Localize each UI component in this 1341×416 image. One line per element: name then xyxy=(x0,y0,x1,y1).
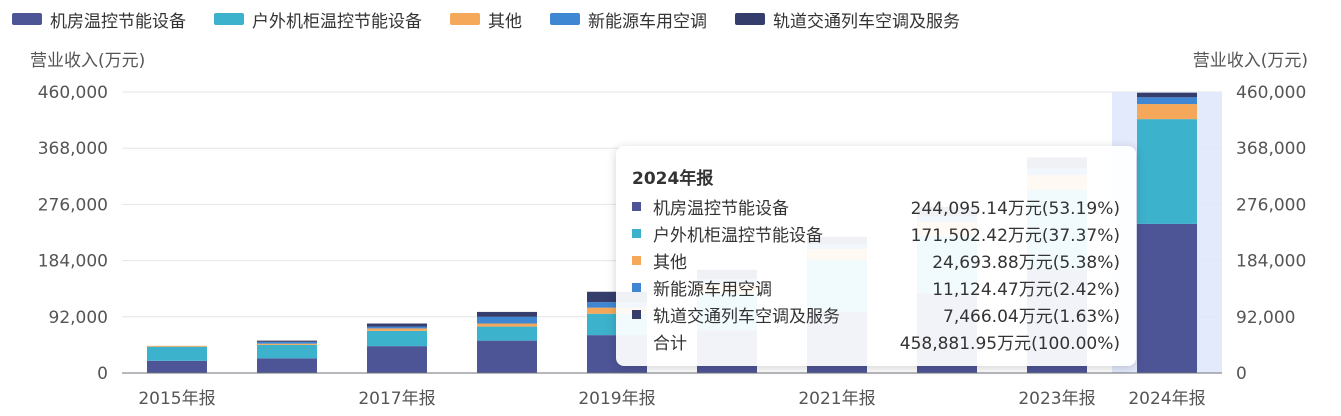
y-axis-title-right: 营业收入(万元) xyxy=(1193,51,1308,71)
bar-9-1[interactable] xyxy=(1137,119,1197,224)
legend-swatch xyxy=(735,13,765,25)
tooltip-total-label: 合计 xyxy=(653,334,687,354)
y-tick-label-left: 184,000 xyxy=(38,252,108,272)
bar-0-1[interactable] xyxy=(147,346,207,361)
bar-2-0[interactable] xyxy=(367,346,427,373)
bar-9-0[interactable] xyxy=(1137,223,1197,373)
tooltip-series-value: 171,502.42万元(37.37%) xyxy=(910,226,1120,246)
tooltip-total-row: 合计 458,881.95万元(100.00%) xyxy=(632,328,1120,355)
legend-label: 轨道交通列车空调及服务 xyxy=(773,11,960,32)
legend-item-3[interactable]: 新能源车用空调 xyxy=(550,7,707,32)
tooltip-title: 2024年报 xyxy=(632,169,714,189)
y-axis-title-left: 营业收入(万元) xyxy=(30,51,145,71)
bar-2-4[interactable] xyxy=(367,323,427,327)
bar-1-3[interactable] xyxy=(257,341,317,344)
bar-2-1[interactable] xyxy=(367,330,427,347)
y-tick-label-left: 368,000 xyxy=(38,139,108,159)
bar-1-0[interactable] xyxy=(257,358,317,373)
tooltip-series-name: 新能源车用空调 xyxy=(653,280,772,300)
x-tick-label: 2017年报 xyxy=(358,389,435,409)
tooltip-series-name: 其他 xyxy=(653,253,687,273)
legend-swatch xyxy=(12,13,42,25)
bar-3-1[interactable] xyxy=(477,326,537,341)
bar-1-1[interactable] xyxy=(257,344,317,359)
tooltip-series-name: 机房温控节能设备 xyxy=(653,199,789,219)
bar-3-3[interactable] xyxy=(477,316,537,324)
bar-9-3[interactable] xyxy=(1137,97,1197,105)
y-tick-label-left: 460,000 xyxy=(38,83,108,103)
legend-label: 新能源车用空调 xyxy=(588,11,707,32)
x-tick-label: 2024年报 xyxy=(1128,389,1205,409)
bar-3-0[interactable] xyxy=(477,340,537,373)
tooltip-rows: 机房温控节能设备 244,095.14万元(53.19%) 户外机柜温控节能设备 17… xyxy=(632,193,1120,328)
x-tick-label: 2015年报 xyxy=(138,389,215,409)
tooltip-swatch xyxy=(632,283,641,292)
y-tick-label-left: 92,000 xyxy=(49,308,108,328)
y-tick-label-right: 276,000 xyxy=(1236,195,1306,215)
y-tick-label-right: 184,000 xyxy=(1236,252,1306,272)
tooltip-swatch xyxy=(632,310,641,319)
chart-legend: 机房温控节能设备 户外机柜温控节能设备 其他 新能源车用空调 轨道交通列车空调及服务 xyxy=(12,6,988,32)
legend-item-2[interactable]: 其他 xyxy=(450,7,522,32)
x-tick-label: 2021年报 xyxy=(798,389,875,409)
tooltip-series-value: 24,693.88万元(5.38%) xyxy=(932,253,1120,273)
tooltip-row-4: 轨道交通列车空调及服务 7,466.04万元(1.63%) xyxy=(632,301,1120,328)
bar-2-2[interactable] xyxy=(367,328,427,331)
bar-1-4[interactable] xyxy=(257,340,317,342)
bar-0-0[interactable] xyxy=(147,360,207,373)
legend-label: 其他 xyxy=(488,11,522,32)
tooltip-row-1: 户外机柜温控节能设备 171,502.42万元(37.37%) xyxy=(632,220,1120,247)
tooltip-row-3: 新能源车用空调 11,124.47万元(2.42%) xyxy=(632,274,1120,301)
y-tick-label-right: 460,000 xyxy=(1236,83,1306,103)
legend-item-1[interactable]: 户外机柜温控节能设备 xyxy=(214,7,422,32)
tooltip-series-name: 户外机柜温控节能设备 xyxy=(653,226,823,246)
legend-item-4[interactable]: 轨道交通列车空调及服务 xyxy=(735,7,960,32)
y-tick-label-right: 0 xyxy=(1236,364,1247,384)
tooltip-swatch xyxy=(632,229,641,238)
tooltip-series-value: 7,466.04万元(1.63%) xyxy=(943,307,1120,327)
y-tick-label-right: 92,000 xyxy=(1236,308,1295,328)
bar-9-2[interactable] xyxy=(1137,104,1197,120)
legend-label: 机房温控节能设备 xyxy=(50,11,186,32)
tooltip-swatch xyxy=(632,256,641,265)
bar-1-2[interactable] xyxy=(257,343,317,345)
tooltip-swatch xyxy=(632,202,641,211)
tooltip-series-name: 轨道交通列车空调及服务 xyxy=(653,307,840,327)
tooltip: 2024年报 机房温控节能设备 244,095.14万元(53.19%) 户外机柜温… xyxy=(616,146,1136,366)
bar-0-2[interactable] xyxy=(147,345,207,347)
bar-3-2[interactable] xyxy=(477,323,537,327)
bar-3-4[interactable] xyxy=(477,311,537,317)
y-tick-label-left: 276,000 xyxy=(38,195,108,215)
legend-item-0[interactable]: 机房温控节能设备 xyxy=(12,7,186,32)
tooltip-series-value: 11,124.47万元(2.42%) xyxy=(932,280,1120,300)
x-tick-label: 2023年报 xyxy=(1018,389,1095,409)
y-tick-label-left: 0 xyxy=(97,364,108,384)
x-tick-label: 2019年报 xyxy=(578,389,655,409)
tooltip-row-0: 机房温控节能设备 244,095.14万元(53.19%) xyxy=(632,193,1120,220)
y-tick-label-right: 368,000 xyxy=(1236,139,1306,159)
legend-label: 户外机柜温控节能设备 xyxy=(252,11,422,32)
legend-swatch xyxy=(214,13,244,25)
bar-2-3[interactable] xyxy=(367,326,427,329)
tooltip-series-value: 244,095.14万元(53.19%) xyxy=(910,199,1120,219)
axes: 营业收入(万元) 营业收入(万元) 460,000 460,000 368,000 368… xyxy=(30,51,1308,409)
tooltip-total-value: 458,881.95万元(100.00%) xyxy=(899,334,1120,354)
tooltip-row-2: 其他 24,693.88万元(5.38%) xyxy=(632,247,1120,274)
legend-swatch xyxy=(450,13,480,25)
legend-swatch xyxy=(550,13,580,25)
bar-9-4[interactable] xyxy=(1137,92,1197,98)
